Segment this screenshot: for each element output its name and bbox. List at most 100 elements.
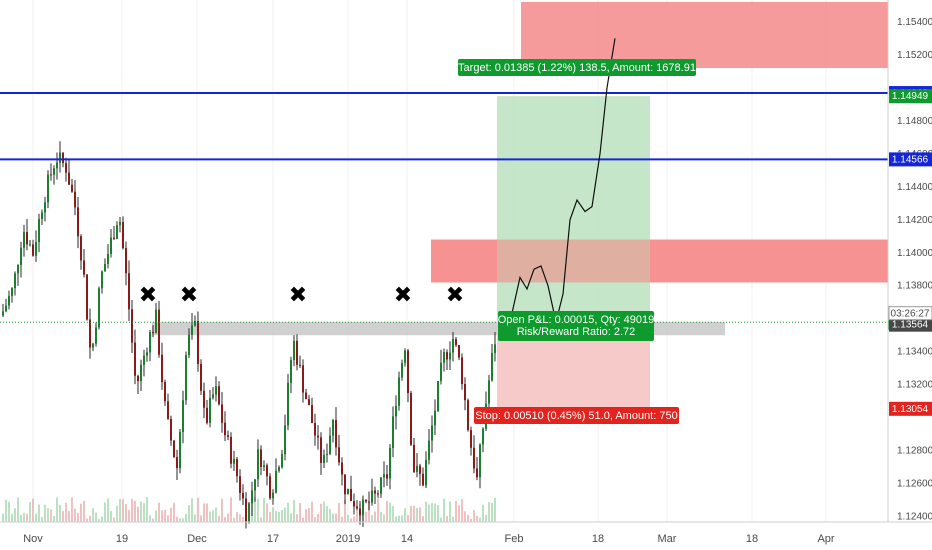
candle-body (362, 499, 364, 516)
volume-bar (341, 516, 343, 522)
volume-bar (377, 498, 379, 522)
candle-body (422, 473, 424, 486)
candle-body (332, 420, 334, 436)
candle-body (92, 343, 94, 348)
price-tick-label: 1.14400 (897, 182, 932, 193)
volume-bar (152, 518, 154, 522)
candle-body (14, 273, 16, 289)
mid-zone-overlay (431, 239, 888, 283)
candle-body (392, 416, 394, 449)
stop-label-bg (474, 407, 679, 424)
volume-bar (20, 514, 22, 522)
volume-bar (443, 498, 445, 522)
volume-bar (269, 511, 271, 522)
volume-bar (203, 503, 205, 522)
candle-body (164, 381, 166, 402)
candle-body (269, 476, 271, 499)
candle-body (158, 309, 160, 355)
volume-bar (11, 513, 13, 522)
volume-bar (137, 506, 139, 522)
time-tick-label: Apr (817, 533, 834, 545)
candle-body (200, 363, 202, 391)
x-mark: ✖ (180, 283, 198, 308)
volume-bar (338, 503, 340, 522)
candle-body (17, 264, 19, 274)
price-tick-label: 1.14000 (897, 248, 932, 259)
volume-bar (191, 498, 193, 522)
volume-bar (164, 509, 166, 522)
volume-bar (101, 516, 103, 522)
candle-body (41, 212, 43, 220)
volume-bar (173, 502, 175, 522)
candle-body (119, 221, 121, 226)
volume-bar (59, 504, 61, 522)
volume-bar (314, 517, 316, 522)
volume-bar (197, 497, 199, 522)
volume-bar (71, 497, 73, 522)
candle-body (374, 490, 376, 494)
time-tick-label: 18 (746, 533, 758, 545)
candle-body (38, 219, 40, 243)
candle-body (242, 492, 244, 499)
candle-body (194, 320, 196, 326)
volume-bar (77, 513, 79, 522)
time-tick-label: Feb (505, 533, 524, 545)
volume-bar (461, 499, 463, 522)
candle-body (308, 399, 310, 406)
candle-body (467, 400, 469, 431)
volume-bar (350, 518, 352, 522)
candle-body (206, 407, 208, 423)
volume-bar (65, 502, 67, 522)
candle-body (212, 394, 214, 398)
candle-body (314, 422, 316, 436)
candle-body (68, 172, 70, 185)
candle-body (383, 474, 385, 478)
candle-body (407, 350, 409, 394)
volume-bar (407, 515, 409, 522)
candle-body (47, 174, 49, 203)
candle-body (239, 476, 241, 493)
volume-bar (32, 498, 34, 522)
volume-bar (149, 515, 151, 522)
candle-body (296, 340, 298, 365)
price-tag-label: 1.14566 (892, 154, 929, 165)
candle-body (266, 465, 268, 477)
volume-bar (14, 508, 16, 522)
price-tick-label: 1.12800 (897, 446, 932, 457)
volume-bar (26, 513, 28, 522)
volume-bar (209, 511, 211, 522)
candle-body (317, 435, 319, 438)
top-resistance-zone (521, 2, 888, 68)
candle-body (65, 162, 67, 173)
candle-body (377, 493, 379, 495)
candle-body (464, 384, 466, 401)
candle-body (410, 393, 412, 445)
candle-body (284, 425, 286, 455)
candle-body (494, 344, 496, 354)
candle-body (161, 354, 163, 382)
volume-bar (119, 499, 121, 522)
volume-bar (206, 503, 208, 522)
candle-body (320, 437, 322, 463)
candle-body (182, 400, 184, 432)
volume-bar (68, 511, 70, 522)
target-label-bg (458, 59, 696, 76)
candle-body (491, 353, 493, 381)
volume-bar (116, 505, 118, 522)
volume-bar (5, 499, 7, 522)
candle-body (449, 352, 451, 360)
candle-body (254, 479, 256, 491)
volume-bar (353, 516, 355, 522)
price-axis[interactable]: 1.154001.152001.148001.146001.144001.142… (887, 0, 932, 523)
candle-body (428, 440, 430, 460)
volume-bar (494, 497, 496, 522)
candle-body (440, 362, 442, 382)
time-axis[interactable]: Nov 19 Dec 17 2019 14 Feb 18 Mar 18 Apr (0, 521, 932, 545)
candle-body (299, 364, 301, 366)
volume-bar (296, 514, 298, 522)
volume-bar (434, 503, 436, 522)
candle-body (290, 360, 292, 383)
candle-body (146, 352, 148, 356)
